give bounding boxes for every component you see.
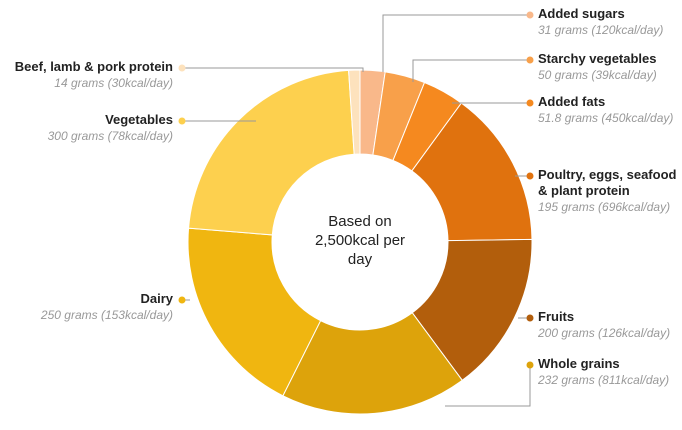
center-text: Based on 2,500kcal per day <box>314 213 406 268</box>
legend-label: Vegetables 300 grams (78kcal/day) <box>10 112 173 144</box>
legend-dot <box>526 314 534 322</box>
value-label: 200 grams (126kcal/day) <box>538 326 671 340</box>
legend-dot <box>526 172 534 180</box>
legend-dot <box>526 99 534 107</box>
value-label: 14 grams (30kcal/day) <box>54 76 173 90</box>
value-label: 195 grams (696kcal/day) <box>538 200 671 214</box>
legend-name: Dairy <box>140 291 173 306</box>
legend-name: Whole grains <box>538 356 620 371</box>
legend-name: Poultry, eggs, seafood & plant protein <box>538 167 677 198</box>
value-label: 50 grams (39kcal/day) <box>538 68 657 82</box>
legend-label: Starchy vegetables 50 grams (39kcal/day) <box>538 51 678 83</box>
value-label: 250 grams (153kcal/day) <box>40 308 173 322</box>
donut-segment <box>188 69 355 236</box>
legend-dot <box>526 361 534 369</box>
legend-dot <box>178 64 186 72</box>
value-label: 300 grams (78kcal/day) <box>47 129 173 143</box>
legend-name: Starchy vegetables <box>538 51 657 66</box>
leader-line <box>182 67 364 72</box>
legend-label: Beef, lamb & pork protein 14 grams (30kca… <box>10 59 173 91</box>
donut-segment <box>348 69 361 155</box>
donut-segment <box>187 227 322 397</box>
leader-line <box>382 14 530 72</box>
legend-name: Added fats <box>538 94 606 109</box>
legend-label: Added fats 51.8 grams (450kcal/day) <box>538 94 678 126</box>
legend-label: Added sugars 31 grams (120kcal/day) <box>538 6 678 38</box>
leader-line <box>412 59 530 82</box>
donut-segment <box>282 312 463 415</box>
legend-dot <box>526 11 534 19</box>
legend-name: Fruits <box>538 309 575 324</box>
legend-name: Vegetables <box>105 112 173 127</box>
value-label: 31 grams (120kcal/day) <box>538 23 664 37</box>
legend-name: Beef, lamb & pork protein <box>14 59 173 74</box>
value-label: 232 grams (811kcal/day) <box>538 373 670 387</box>
legend-name: Added sugars <box>538 6 625 21</box>
legend-label: Whole grains 232 grams (811kcal/day) <box>538 356 678 388</box>
leader-line <box>445 365 531 407</box>
value-label: 51.8 grams (450kcal/day) <box>538 111 674 125</box>
legend-dot <box>178 296 186 304</box>
legend-dot <box>526 56 534 64</box>
legend-label: Dairy 250 grams (153kcal/day) <box>10 291 173 323</box>
legend-dot <box>178 117 186 125</box>
legend-label: Fruits 200 grams (126kcal/day) <box>538 309 678 341</box>
legend-label: Poultry, eggs, seafood & plant protein 19… <box>538 167 682 215</box>
